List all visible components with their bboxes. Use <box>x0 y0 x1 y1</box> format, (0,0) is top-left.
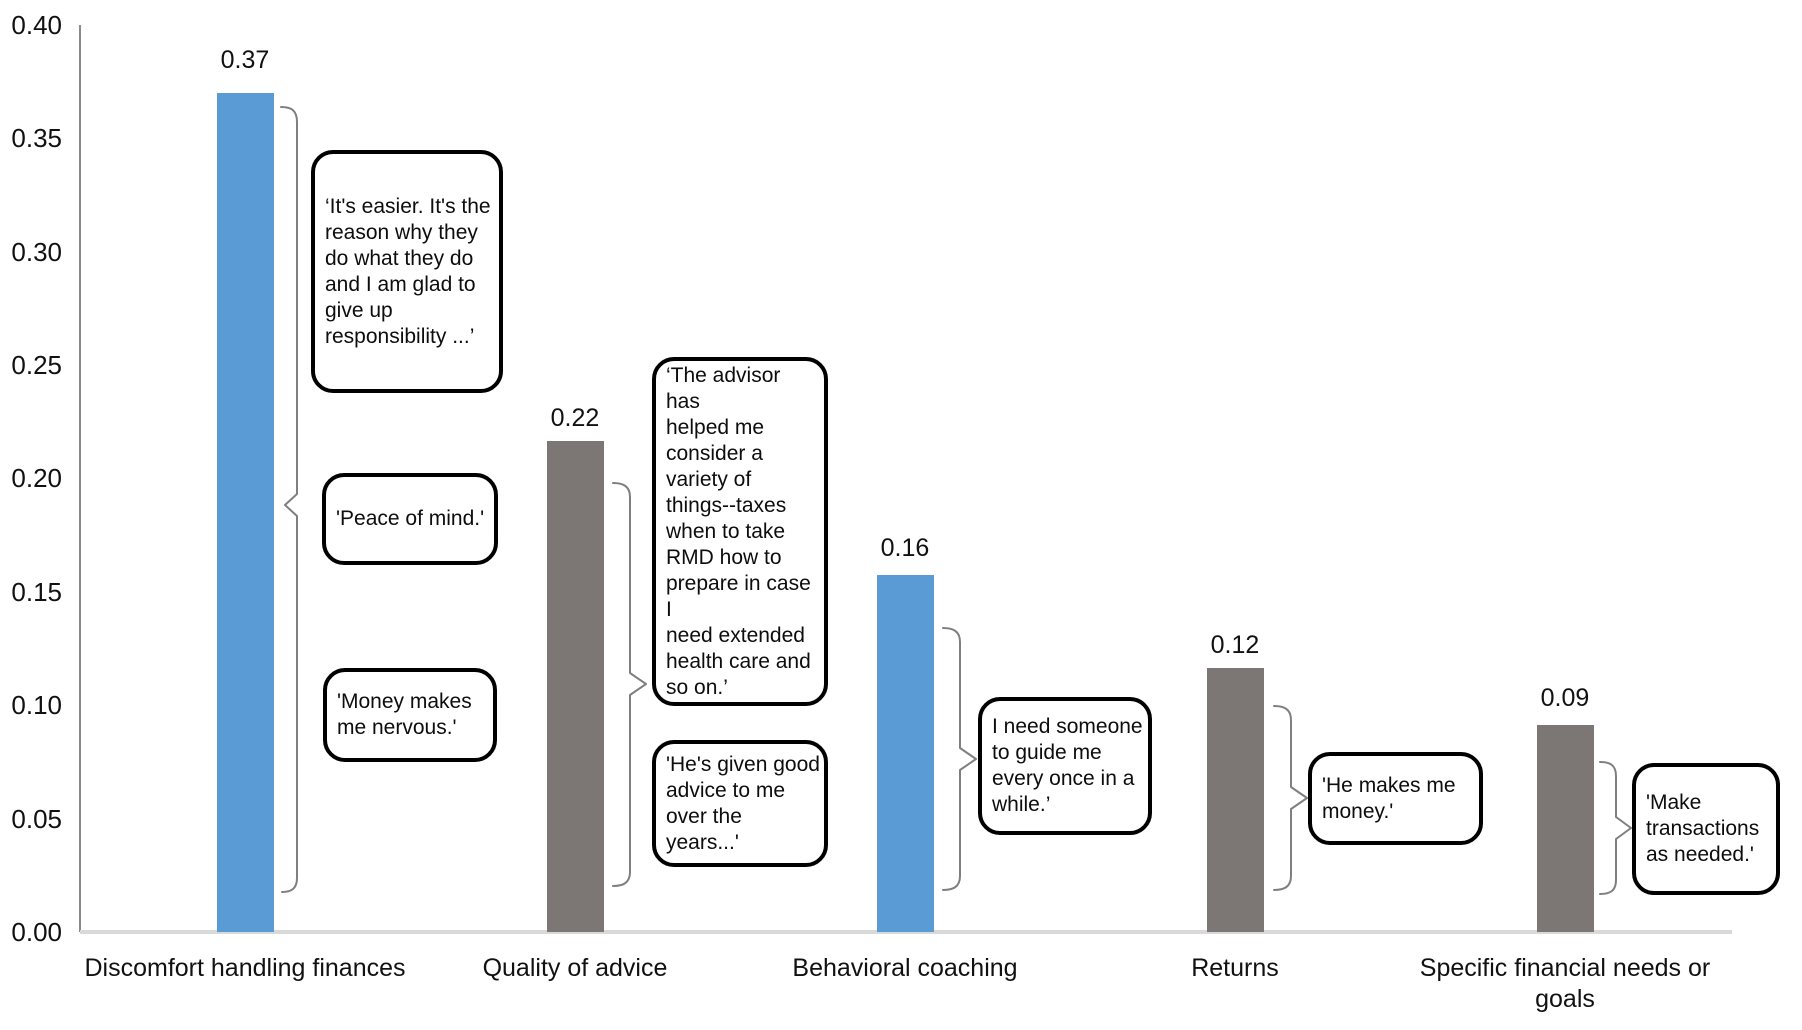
brace-bar4 <box>1273 705 1308 891</box>
y-tick-label: 0.20 <box>11 463 62 493</box>
quote-text: I need someone to guide me every once in… <box>992 715 1143 816</box>
y-axis-line <box>79 25 81 932</box>
y-tick-label: 0.40 <box>11 10 62 40</box>
quote-callout-makes-me-money: 'He makes me money.' <box>1308 752 1483 845</box>
data-label: 0.37 <box>220 46 270 74</box>
x-category-label: Quality of advice <box>482 954 668 982</box>
quote-callout-advisor-helped: ‘The advisor has helped me consider a va… <box>652 357 828 706</box>
brace-bar5 <box>1599 761 1632 895</box>
quote-callout-good-advice: 'He's given good advice to me over the y… <box>652 740 828 867</box>
quote-text: 'Make transactions as needed.' <box>1646 791 1760 866</box>
quote-callout-transactions: 'Make transactions as needed.' <box>1632 763 1780 895</box>
x-axis-baseline <box>80 930 1732 934</box>
quote-text: ‘It's easier. It's the reason why they d… <box>325 194 491 348</box>
quote-text: 'Money makes me nervous.' <box>337 690 472 739</box>
y-tick-label: 0.15 <box>11 577 62 607</box>
data-label: 0.09 <box>1540 684 1590 712</box>
x-category-label: Behavioral coaching <box>792 954 1018 982</box>
y-tick-label: 0.10 <box>11 690 62 720</box>
quote-text: 'Peace of mind.' <box>336 507 485 530</box>
quote-callout-guide-me: I need someone to guide me every once in… <box>978 697 1152 835</box>
brace-bar2 <box>612 482 647 887</box>
quote-callout-peace-of-mind: 'Peace of mind.' <box>322 473 498 565</box>
bar-quality-of-advice <box>547 441 604 932</box>
y-tick-label: 0.25 <box>11 350 62 380</box>
x-category-label: Returns <box>1191 954 1279 982</box>
bar-discomfort-handling-finances <box>217 93 274 932</box>
quote-text: 'He's given good advice to me over the y… <box>666 752 820 854</box>
quote-callout-money-nervous: 'Money makes me nervous.' <box>323 668 497 762</box>
y-tick-label: 0.35 <box>11 123 62 153</box>
x-category-label: Specific financial needs or goals <box>1419 954 1711 1013</box>
y-tick-label: 0.30 <box>11 237 62 267</box>
data-label: 0.12 <box>1210 631 1260 659</box>
bar-behavioral-coaching <box>877 575 934 932</box>
bar-specific-financial-needs <box>1537 725 1594 932</box>
y-tick-label: 0.05 <box>11 804 62 834</box>
y-tick-label: 0.00 <box>11 917 62 947</box>
quote-callout-easier: ‘It's easier. It's the reason why they d… <box>311 150 503 393</box>
data-label: 0.16 <box>880 534 930 562</box>
brace-bar3 <box>942 627 977 891</box>
data-label: 0.22 <box>550 404 600 432</box>
quote-text: ‘The advisor has helped me consider a va… <box>666 363 811 699</box>
quote-text: 'He makes me money.' <box>1322 773 1456 823</box>
bar-returns <box>1207 668 1264 932</box>
x-category-label: Discomfort handling finances <box>84 954 406 982</box>
brace-bar1 <box>280 106 298 893</box>
